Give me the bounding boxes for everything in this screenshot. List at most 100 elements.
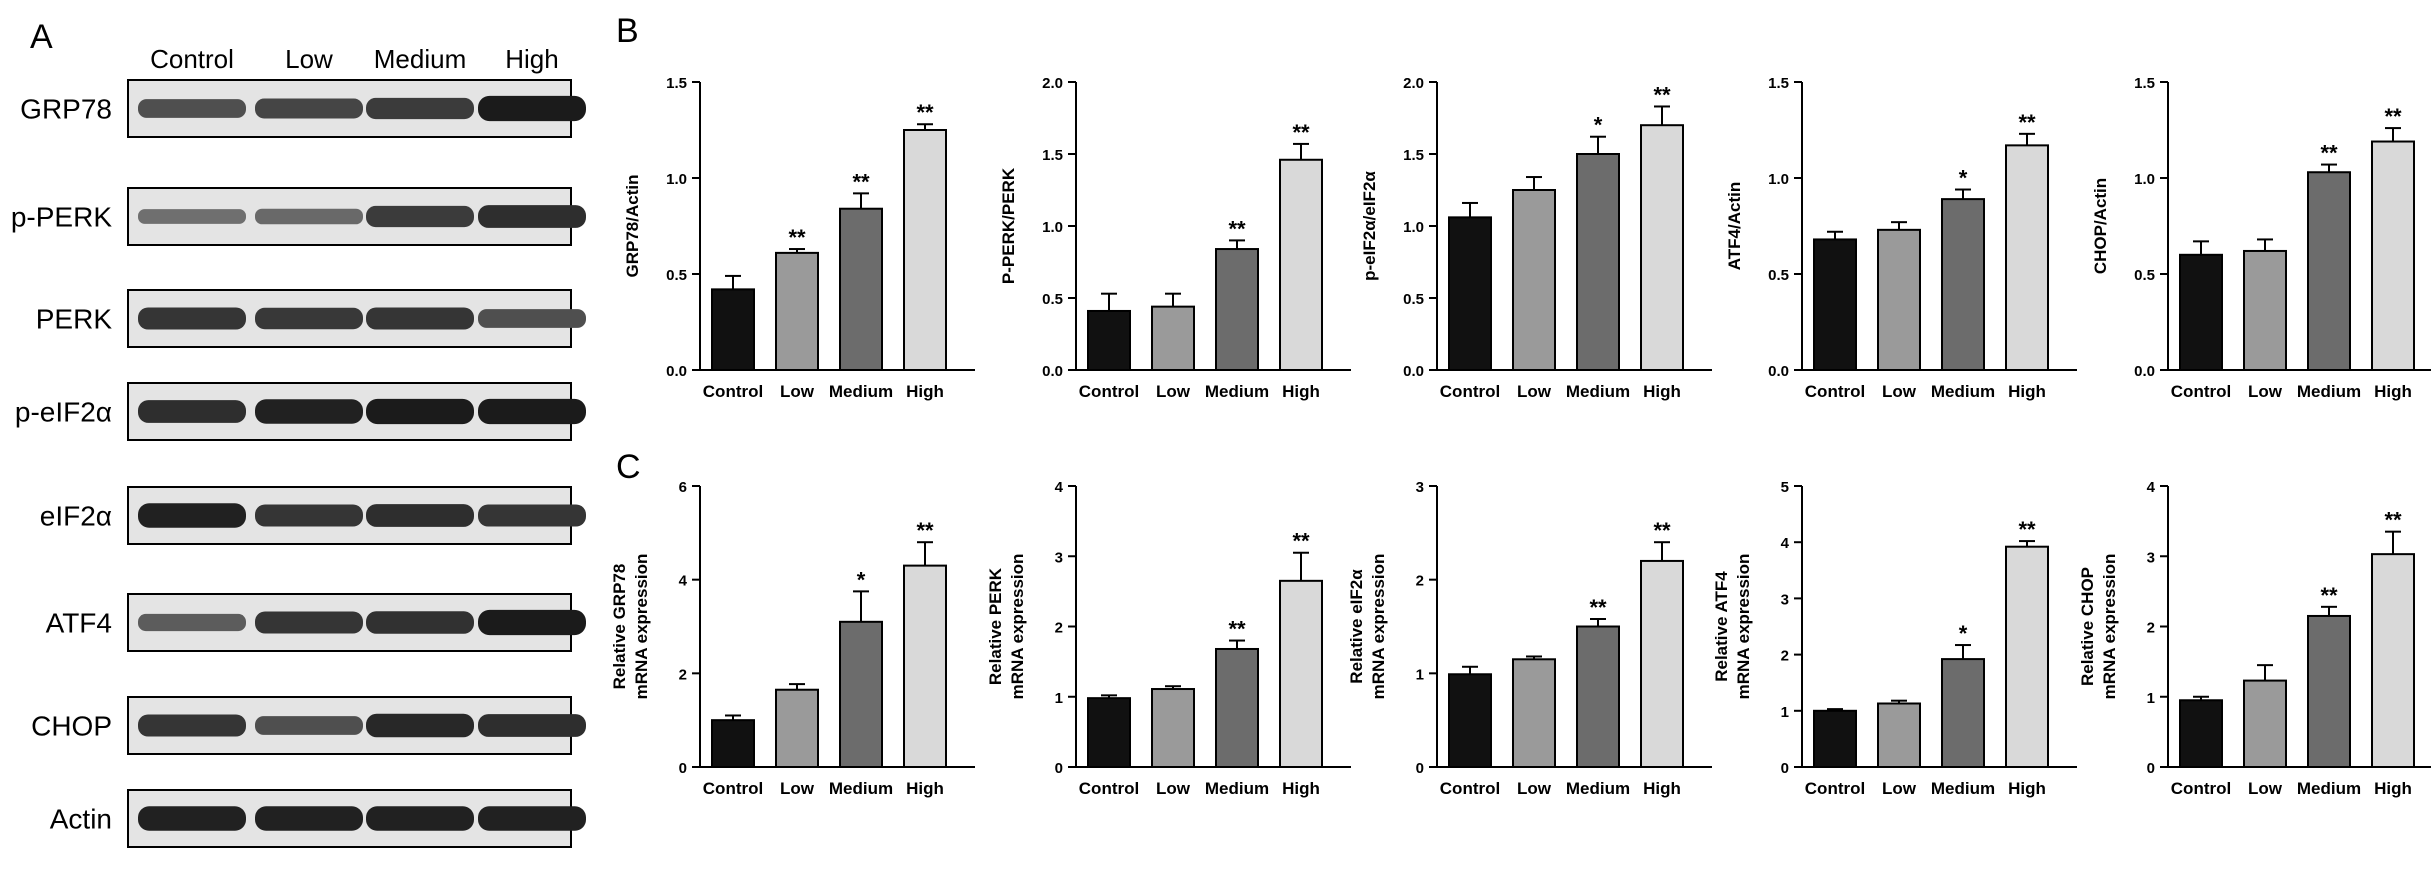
significance-mark: ** [852,169,870,194]
x-tick-label: Control [1079,382,1139,401]
bar-high [2005,144,2049,371]
y-tick-label: 2.0 [1403,75,1424,92]
x-tick-label: Medium [2297,382,2361,401]
bar-low [1151,305,1195,372]
y-tick-label: 3 [1055,549,1063,566]
y-tick-label: 1.5 [666,75,687,92]
blot-band [366,504,474,527]
bar-control [711,288,755,371]
y-tick-label: 4 [1781,535,1790,552]
bar-medium [1576,153,1620,371]
blot-band [366,713,474,738]
bar-high [1279,158,1323,371]
blot-band [255,716,363,735]
blot-row: Actin [50,789,586,848]
blot-row-label: ATF4 [46,608,112,639]
bar-control [1448,673,1492,769]
x-tick-label: Low [2248,382,2283,401]
western-blot-panel: Control Low Medium High GRP78 p-PERK PERK p… [11,44,586,848]
lane-label-low: Low [285,44,333,74]
blot-band [255,98,363,119]
y-axis-label: Relative eIF2α [1347,569,1366,684]
bar-chart-6: 0 2 4 6 Relative GRP78 mRNA expression Control… [610,479,975,798]
blot-band [255,504,363,527]
blot-band [366,205,474,228]
significance-mark: ** [2384,508,2402,533]
y-axis-label-line2: mRNA expression [1008,554,1027,700]
significance-mark: ** [2384,104,2402,129]
x-tick-label: Medium [1931,382,1995,401]
blot-band [478,309,586,328]
bar-chart-9: 0 1 2 3 4 5 Relative ATF4 mRNA expression Contro… [1712,479,2077,798]
bar-low [2243,249,2287,372]
bar-low [1877,228,1921,371]
blot-row-label: PERK [36,304,113,335]
x-tick-label: Control [1805,382,1865,401]
significance-mark: ** [1228,216,1246,241]
x-tick-label: Low [780,779,815,798]
y-tick-label: 0 [679,760,687,777]
x-tick-label: High [906,382,944,401]
blot-band [138,503,246,528]
y-tick-label: 4 [1055,479,1064,496]
y-axis-label: Relative GRP78 [610,564,629,690]
panel-label-b: B [616,12,639,50]
bar-medium [1215,647,1259,768]
bar-chart-8: 0 1 2 3 Relative eIF2α mRNA expression Control… [1347,479,1712,798]
bar-high [2371,140,2415,371]
x-tick-label: Control [2171,382,2231,401]
x-tick-label: Medium [1205,779,1269,798]
bar-chart-2: 0.0 0.5 1.0 1.5 2.0 P-PERK/PERK Control Low ** Me… [999,75,1351,401]
bar-medium [839,207,883,371]
blot-row: ATF4 [46,593,586,652]
blot-band [478,806,586,831]
significance-mark: ** [1292,120,1310,145]
bar-charts: 0.00.51.01.5GRP78/ActinControl**Low**Med… [610,75,2431,798]
significance-mark: ** [2018,110,2036,135]
y-tick-label: 0.0 [666,363,687,380]
y-axis-label: Relative ATF4 [1712,571,1731,682]
y-tick-label: 1 [1055,690,1063,707]
x-tick-label: Low [1517,779,1552,798]
x-tick-label: High [2008,779,2046,798]
significance-mark: ** [2018,517,2036,542]
y-axis-label: p-eIF2α/eIF2α [1360,171,1379,281]
y-tick-label: 1.5 [1768,75,1789,92]
blot-band [366,806,474,831]
y-axis-label-line2: mRNA expression [2100,554,2119,700]
y-tick-label: 0.5 [1403,291,1424,308]
blot-row: PERK [36,289,586,348]
significance-mark: ** [1589,595,1607,620]
bar-medium [839,620,883,768]
x-tick-label: Control [1440,382,1500,401]
blot-rows: GRP78 p-PERK PERK p-eIF2α eIF2α ATF4 CHOP Actin [11,79,586,848]
x-tick-label: Control [703,382,763,401]
blot-row: CHOP [31,696,586,755]
bar-medium [1576,625,1620,768]
bar-medium [1941,658,1985,769]
y-axis-label: CHOP/Actin [2091,178,2110,274]
bar-medium [1941,198,1985,371]
bar-high [903,129,947,371]
lane-label-control: Control [150,44,234,74]
y-tick-label: 1.0 [1403,219,1424,236]
blot-band [366,398,474,425]
blot-row: eIF2α [40,486,586,545]
significance-mark: * [1959,166,1968,191]
bar-control [1813,709,1857,768]
y-tick-label: 1.0 [1042,219,1063,236]
blot-row-label: CHOP [31,711,112,742]
bar-chart-3: 0.0 0.5 1.0 1.5 2.0 p-eIF2α/eIF2α Control Low * M… [1360,75,1712,401]
panel-label-a: A [30,18,53,56]
y-tick-label: 0.0 [1403,363,1424,380]
x-tick-label: Low [1156,382,1191,401]
blot-row-label: eIF2α [40,501,112,532]
y-tick-label: 0.5 [1768,267,1789,284]
bar-control [1813,238,1857,371]
y-tick-label: 3 [2147,549,2155,566]
x-tick-label: High [1643,382,1681,401]
y-tick-label: 2 [1781,648,1789,665]
x-tick-label: Control [1079,779,1139,798]
y-tick-label: 6 [679,479,687,496]
blot-band [478,205,586,228]
